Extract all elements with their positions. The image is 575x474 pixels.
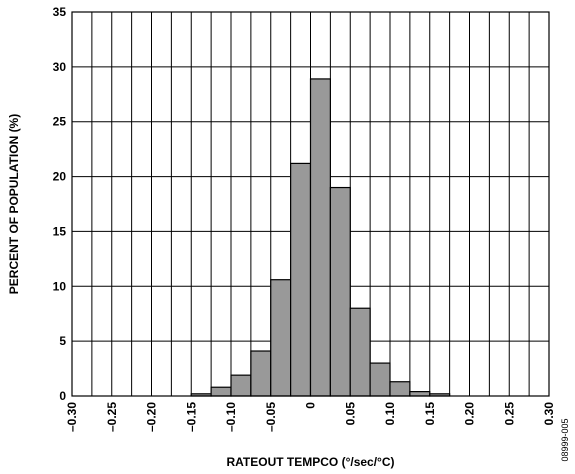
y-tick-label: 25 — [53, 115, 67, 129]
histogram-bar — [409, 391, 431, 397]
histogram-bar — [250, 350, 272, 397]
y-tick-label: 30 — [53, 60, 67, 74]
histogram-bars — [190, 78, 451, 397]
histogram-bar — [230, 374, 252, 397]
x-tick-label: –0.10 — [224, 402, 238, 432]
x-tick-label: –0.20 — [145, 402, 159, 432]
x-tick-labels: –0.30 –0.25 –0.20 –0.15 –0.10 –0.05 0 0.05 0.10 0… — [65, 402, 556, 432]
y-tick-label: 0 — [59, 389, 66, 403]
x-tick-label: 0.15 — [423, 402, 437, 426]
x-tick-label: –0.15 — [184, 402, 198, 432]
histogram-bar — [210, 386, 232, 397]
histogram-bar — [290, 162, 312, 397]
histogram-bar — [369, 362, 391, 397]
x-tick-label: –0.25 — [105, 402, 119, 432]
y-tick-label: 15 — [53, 224, 67, 238]
x-tick-label: 0.25 — [502, 402, 516, 426]
histogram-bar — [309, 78, 331, 397]
y-tick-labels: 0 5 10 15 20 25 30 35 — [53, 5, 67, 403]
y-tick-label: 20 — [53, 170, 67, 184]
y-tick-label: 10 — [53, 279, 67, 293]
figure-code: 08999-005 — [560, 418, 570, 461]
plot-frame — [71, 11, 550, 397]
histogram-bar — [329, 186, 351, 397]
x-tick-label: 0.20 — [463, 402, 477, 426]
histogram-bar — [270, 279, 292, 397]
histogram-bar — [349, 307, 371, 397]
y-axis-label: PERCENT OF POPULATION (%) — [7, 114, 21, 294]
x-tick-label: 0.30 — [542, 402, 556, 426]
x-tick-label: –0.05 — [264, 402, 278, 432]
y-tick-label: 35 — [53, 5, 67, 19]
x-axis-label: RATEOUT TEMPCO (°/sec/°C) — [226, 455, 394, 469]
x-tick-label: 0.05 — [343, 402, 357, 426]
x-tick-label: 0.10 — [383, 402, 397, 426]
histogram-bar — [389, 381, 411, 397]
x-tick-label: 0 — [304, 402, 318, 409]
y-tick-label: 5 — [59, 334, 66, 348]
x-tick-label: –0.30 — [65, 402, 79, 432]
